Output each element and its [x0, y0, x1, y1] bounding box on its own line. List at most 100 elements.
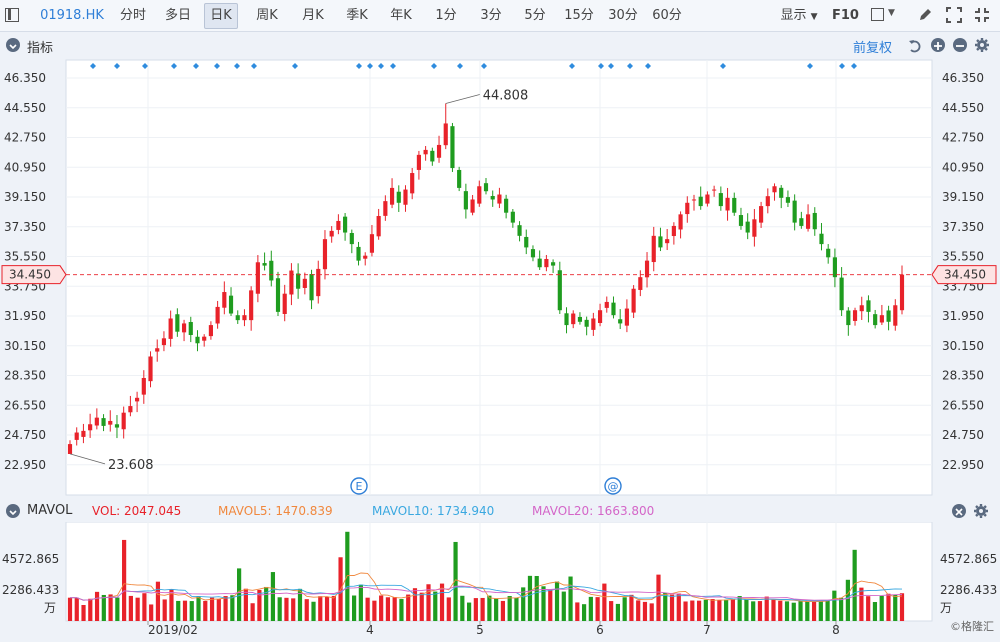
settings-gear-icon[interactable] [974, 37, 990, 53]
square-icon [871, 8, 884, 21]
candle-body [262, 263, 267, 266]
volume-tick-label-right: 2286.433 [940, 583, 997, 597]
candle-body [108, 420, 113, 425]
volume-bar [500, 600, 506, 621]
volume-bar [784, 601, 790, 621]
candle-body [363, 255, 368, 259]
period-tab[interactable]: 分时 [119, 8, 146, 23]
undo-icon[interactable] [908, 38, 922, 53]
price-tick-label-right: 42.750 [942, 131, 984, 145]
candle-body [309, 274, 314, 301]
time-tick-label: 8 [832, 623, 840, 637]
volume-bar [568, 576, 573, 621]
candlestick-chart[interactable]: 46.350 46.350 44.550 44.550 42.750 42.750 40.9… [0, 58, 1000, 500]
volume-bar [744, 599, 749, 621]
sidebar-toggle-icon[interactable] [5, 8, 19, 22]
volume-bar [101, 594, 106, 621]
candle-body [175, 314, 180, 332]
period-tab[interactable]: 60分 [652, 8, 682, 23]
price-chart[interactable]: 46.350 46.350 44.550 44.550 42.750 42.750 40.9… [0, 58, 1000, 500]
event-dot [142, 63, 148, 69]
period-tab[interactable]: 3分 [480, 8, 502, 23]
price-tick-label-left: 24.750 [4, 428, 46, 442]
volume-tick-label-right: 4572.865 [940, 552, 997, 566]
zoom-in-icon[interactable] [931, 38, 945, 52]
candle-body [155, 348, 160, 352]
volume-bar [683, 601, 688, 621]
candle-body [416, 154, 421, 170]
volume-bar [67, 597, 73, 621]
volume-bar [264, 586, 269, 621]
chart-type-dropdown[interactable]: ▼ [871, 8, 903, 23]
f10-button[interactable]: F10 [832, 8, 859, 23]
settings-gear-icon[interactable] [973, 503, 989, 519]
price-tick-label-left: 40.950 [4, 160, 46, 174]
volume-bar [81, 605, 86, 621]
volume-bar [710, 599, 715, 621]
shrink-icon[interactable] [974, 7, 990, 23]
candle-body [396, 191, 401, 203]
period-tab[interactable]: 年K [390, 8, 412, 23]
volume-bar [595, 597, 600, 621]
price-tick-label-right: 28.350 [942, 369, 984, 383]
close-icon[interactable] [952, 504, 966, 518]
volume-bar [473, 598, 478, 621]
candle-body [899, 274, 905, 311]
volume-bar [385, 597, 391, 621]
volume-bar [751, 601, 756, 621]
volume-bar [791, 602, 796, 621]
collapse-chevron-icon[interactable] [6, 504, 20, 518]
collapse-chevron-icon[interactable] [6, 38, 20, 52]
volume-bar [94, 591, 100, 621]
volume-bar [142, 593, 147, 621]
fullscreen-icon[interactable] [946, 7, 962, 23]
candle-body [504, 198, 509, 213]
candle-body [685, 202, 690, 215]
event-dot [851, 63, 857, 69]
volume-bar [223, 596, 228, 621]
period-tab[interactable]: 15分 [564, 8, 594, 23]
adjust-mode-button[interactable]: 前复权 [853, 41, 893, 56]
period-tab[interactable]: 5分 [524, 8, 546, 23]
period-tab[interactable]: 多日 [164, 8, 191, 23]
candle-body [470, 199, 475, 213]
candle-body [510, 211, 515, 223]
period-tab[interactable]: 月K [302, 8, 324, 23]
candle-body [705, 194, 710, 204]
display-dropdown[interactable]: 显示 ▼ [776, 0, 822, 31]
volume-bar [453, 541, 458, 621]
volume-bar [554, 581, 560, 621]
price-tick-label-left: 31.950 [4, 309, 46, 323]
stock-symbol[interactable]: 01918.HK [40, 8, 104, 23]
candle-body [336, 220, 341, 230]
volume-bar [832, 590, 837, 621]
volume-chart[interactable]: 4572.865 4572.865 2286.433 2286.433 万 万 2019/0… [0, 521, 1000, 638]
current-price-tag-left [1, 265, 67, 285]
volume-bar [642, 601, 648, 621]
event-dot [251, 63, 257, 69]
period-tab[interactable]: 季K [346, 8, 368, 23]
candle-body [477, 186, 482, 204]
indicator-title: 指标 [27, 41, 54, 56]
period-tab[interactable]: 日K [204, 3, 238, 29]
candle-body [873, 314, 878, 326]
candle-body [410, 173, 415, 194]
mavol20-line [70, 585, 903, 601]
candle-body [228, 295, 234, 314]
candle-body [275, 278, 281, 312]
period-tab[interactable]: 1分 [435, 8, 457, 23]
candle-body [450, 126, 455, 169]
zoom-out-icon[interactable] [953, 38, 967, 52]
period-tab[interactable]: 30分 [608, 8, 638, 23]
period-tab[interactable]: 周K [256, 8, 278, 23]
volume-bar [514, 597, 519, 621]
volume-bar [487, 595, 492, 621]
draw-pen-icon[interactable] [917, 7, 933, 23]
mavol10-value: MAVOL10: 1734.940 [372, 504, 495, 518]
event-dot [627, 63, 633, 69]
volume-bar [182, 600, 188, 621]
volume-bars-chart[interactable]: 4572.865 4572.865 2286.433 2286.433 万 万 2019/0… [0, 521, 1000, 638]
candle-body [322, 239, 328, 270]
candle-body [101, 418, 106, 426]
volume-bar [297, 588, 303, 621]
